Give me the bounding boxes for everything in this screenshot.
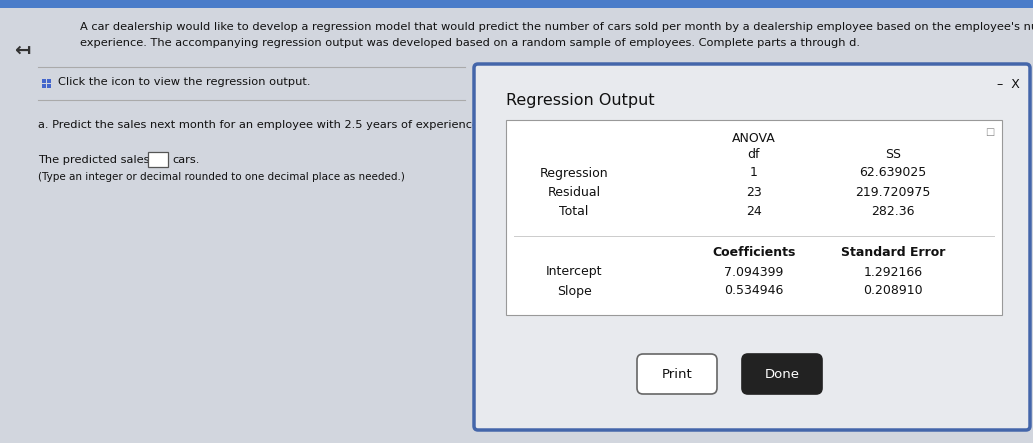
Text: –  X: – X: [997, 78, 1020, 90]
FancyBboxPatch shape: [637, 354, 717, 394]
Text: cars.: cars.: [173, 155, 199, 165]
Text: □: □: [985, 127, 995, 137]
Text: Coefficients: Coefficients: [713, 246, 795, 260]
Text: (Type an integer or decimal rounded to one decimal place as needed.): (Type an integer or decimal rounded to o…: [38, 172, 405, 182]
Text: Regression Output: Regression Output: [506, 93, 655, 108]
FancyBboxPatch shape: [742, 354, 822, 394]
Text: 1.292166: 1.292166: [864, 265, 922, 279]
Text: df: df: [748, 148, 760, 160]
Text: 23: 23: [746, 186, 762, 198]
Text: 219.720975: 219.720975: [855, 186, 931, 198]
FancyBboxPatch shape: [474, 64, 1030, 430]
FancyBboxPatch shape: [42, 79, 46, 83]
FancyBboxPatch shape: [42, 84, 46, 88]
FancyBboxPatch shape: [46, 84, 51, 88]
Text: 7.094399: 7.094399: [724, 265, 784, 279]
Text: Done: Done: [764, 369, 800, 381]
Text: a. Predict the sales next month for an employee with 2.5 years of experience.: a. Predict the sales next month for an e…: [38, 120, 482, 130]
FancyBboxPatch shape: [148, 152, 168, 167]
Text: experience. The accompanying regression output was developed based on a random s: experience. The accompanying regression …: [80, 38, 860, 48]
Text: Slope: Slope: [557, 284, 591, 298]
Text: The predicted sales is: The predicted sales is: [38, 155, 162, 165]
Text: Regression: Regression: [539, 167, 608, 179]
Text: Intercept: Intercept: [545, 265, 602, 279]
Text: 24: 24: [746, 205, 762, 218]
Text: Residual: Residual: [547, 186, 600, 198]
FancyBboxPatch shape: [46, 79, 51, 83]
Text: 282.36: 282.36: [871, 205, 914, 218]
FancyBboxPatch shape: [0, 0, 1033, 8]
Text: 0.208910: 0.208910: [863, 284, 922, 298]
Text: ↤: ↤: [13, 40, 30, 59]
Text: Click the icon to view the regression output.: Click the icon to view the regression ou…: [58, 77, 311, 87]
Text: 62.639025: 62.639025: [859, 167, 927, 179]
Text: Total: Total: [559, 205, 589, 218]
Text: 1: 1: [750, 167, 758, 179]
Text: ANOVA: ANOVA: [732, 132, 776, 144]
FancyBboxPatch shape: [506, 120, 1002, 315]
Text: A car dealership would like to develop a regression model that would predict the: A car dealership would like to develop a…: [80, 22, 1033, 32]
Text: SS: SS: [885, 148, 901, 160]
Text: Standard Error: Standard Error: [841, 246, 945, 260]
Text: 0.534946: 0.534946: [724, 284, 784, 298]
Text: Print: Print: [661, 369, 692, 381]
